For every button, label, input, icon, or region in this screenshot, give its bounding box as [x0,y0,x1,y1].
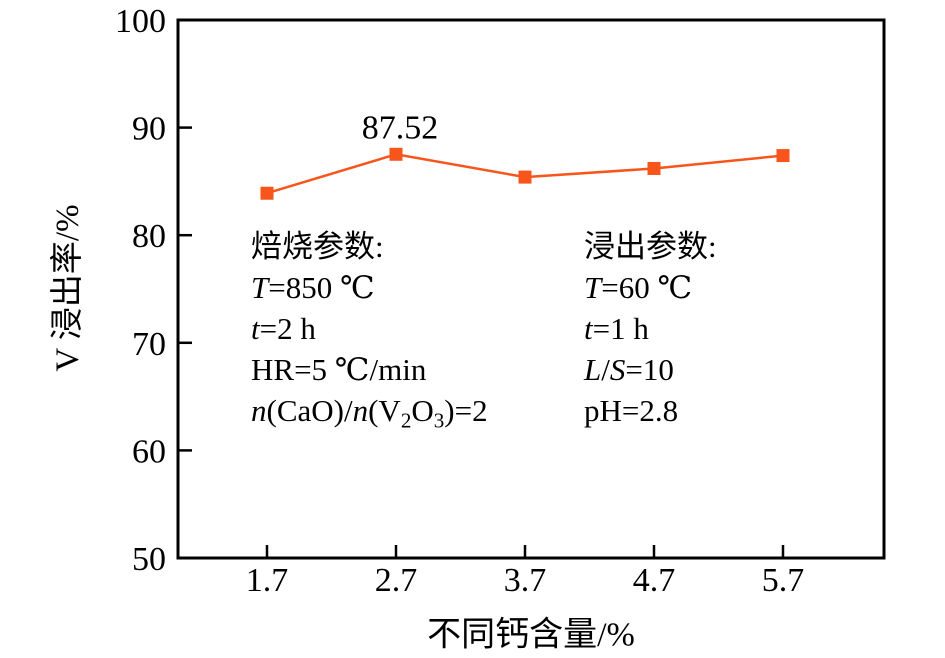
annotation-text: (CaO)/ [266,393,353,428]
annotation-text: pH=2.8 [584,393,679,428]
annotation-title: 焙烧参数: [251,229,384,264]
y-tick-label: 50 [132,541,166,578]
x-tick-label: 2.7 [375,562,418,599]
annotation-text: =850 ℃ [268,270,375,305]
annotation-text: / [601,352,610,387]
roasting-params-annotation: 焙烧参数: T=850 ℃ t=2 h HR=5 ℃/min n(CaO)/n(V2O3… [251,226,488,442]
x-axis-title: 不同钙含量/% [427,616,635,654]
annotation-line: t=1 h [584,308,717,349]
x-tick-label: 4.7 [633,562,676,599]
variable-symbol: n [251,393,267,428]
annotation-text: =1 h [592,311,649,346]
annotation-line: HR=5 ℃/min [251,349,488,390]
variable-symbol: T [584,270,602,305]
variable-symbol: S [609,352,626,387]
subscript: 3 [433,408,445,433]
y-tick-label: 100 [115,3,166,40]
subscript: 2 [400,408,412,433]
annotation-text: =60 ℃ [601,270,693,305]
annotation-line: L/S=10 [584,349,717,390]
data-point-marker [647,161,661,175]
variable-symbol: t [584,311,593,346]
variable-symbol: L [584,352,602,387]
annotation-text: O [411,393,434,428]
annotation-text: HR=5 ℃/min [251,352,427,387]
axis-box [176,18,886,560]
x-tick-label: 1.7 [246,562,289,599]
annotation-line: n(CaO)/n(V2O3)=2 [251,390,488,442]
y-tick-label: 90 [132,111,166,148]
point-value-label: 87.52 [362,109,439,146]
annotation-line: T=850 ℃ [251,267,488,308]
variable-symbol: t [251,311,260,346]
annotation-text: (V [368,393,401,428]
annotation-text: )=2 [444,393,488,428]
data-point-marker [776,149,790,163]
annotation-title: 浸出参数: [584,229,717,264]
y-tick-label: 60 [132,433,166,470]
variable-symbol: T [251,270,269,305]
variable-symbol: n [352,393,369,428]
annotation-line: pH=2.8 [584,390,717,431]
x-tick-label: 5.7 [762,562,805,599]
data-point-marker [260,186,274,200]
y-tick-label: 80 [132,218,166,255]
y-axis-title: V 浸出率/% [50,204,86,372]
annotation-text: =2 h [259,311,316,346]
annotation-line: T=60 ℃ [584,267,717,308]
leaching-params-annotation: 浸出参数: T=60 ℃ t=1 h L/S=10 pH=2.8 [584,226,717,431]
y-tick-label: 70 [132,326,166,363]
data-point-marker [518,170,532,184]
annotation-text: =10 [625,352,674,387]
data-point-marker [389,147,403,161]
annotation-line: t=2 h [251,308,488,349]
x-tick-label: 3.7 [504,562,547,599]
